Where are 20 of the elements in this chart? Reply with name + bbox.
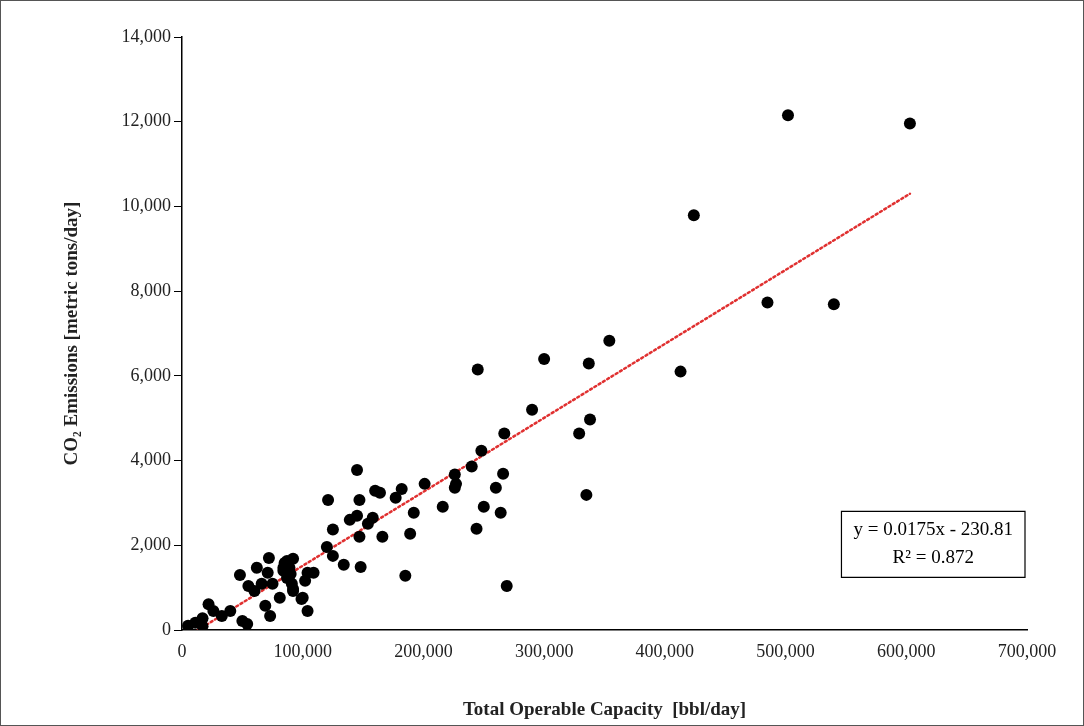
y-axis-title: CO₂ Emissions [metric tons/day] [60,201,82,466]
annotation: y = 0.0175x - 230.81 [853,518,1013,540]
x-tick-label: 300,000 [514,640,574,661]
y-tick-label: 12,000 [121,110,171,131]
x-tick-label: 400,000 [635,640,695,661]
x-tick-label: 200,000 [394,640,453,661]
x-axis-title: Total Operable Capacity [bbl/day] [462,697,747,719]
x-tick-label: 0 [177,640,187,661]
y-tick-label: 2,000 [130,534,171,555]
x-tick-label: 500,000 [756,640,815,661]
y-tick-label: 14,000 [121,25,171,46]
y-tick-label: 6,000 [130,364,171,385]
y-tick-label: 0 [162,618,171,639]
y-tick-label: 10,000 [121,195,171,216]
x-tick-label: 700,000 [997,640,1057,661]
y-tick-label: 4,000 [130,449,171,470]
y-tick-label: 8,000 [130,279,171,300]
annotation: R² = 0.872 [892,546,974,568]
x-tick-label: 600,000 [877,640,936,661]
x-tick-label: 100,000 [273,640,332,661]
